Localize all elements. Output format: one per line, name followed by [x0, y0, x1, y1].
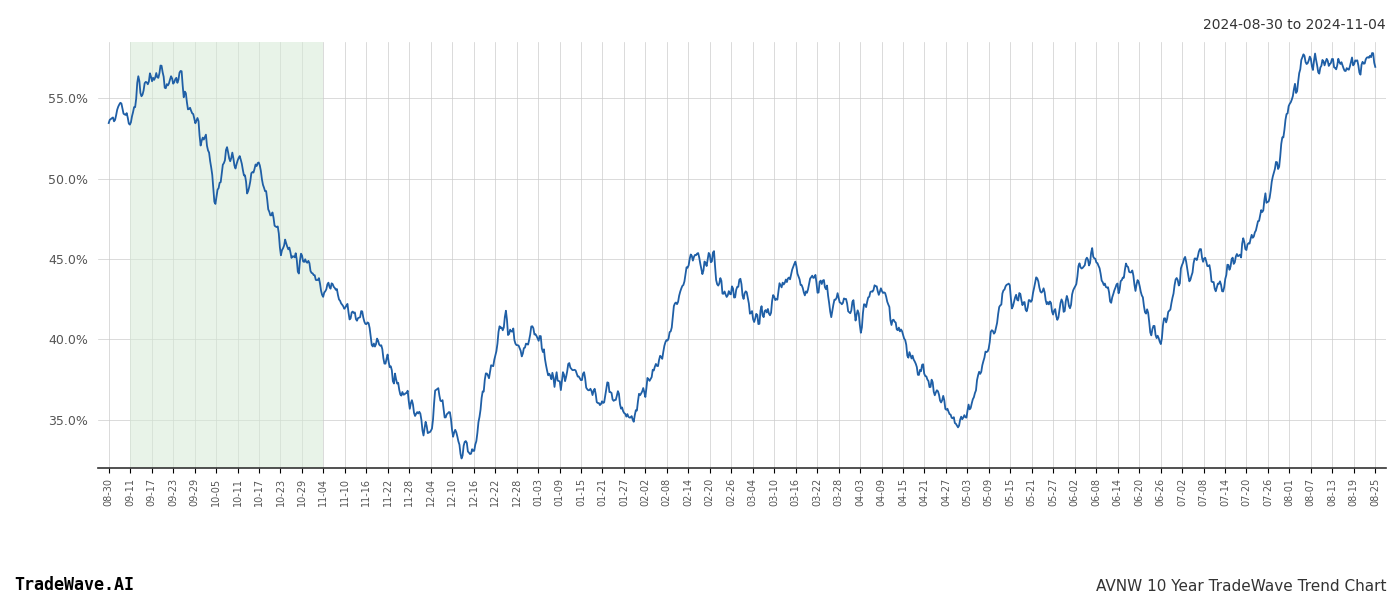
Text: AVNW 10 Year TradeWave Trend Chart: AVNW 10 Year TradeWave Trend Chart [1095, 579, 1386, 594]
Text: TradeWave.AI: TradeWave.AI [14, 576, 134, 594]
Text: 2024-08-30 to 2024-11-04: 2024-08-30 to 2024-11-04 [1204, 18, 1386, 32]
Bar [130, 42, 323, 468]
